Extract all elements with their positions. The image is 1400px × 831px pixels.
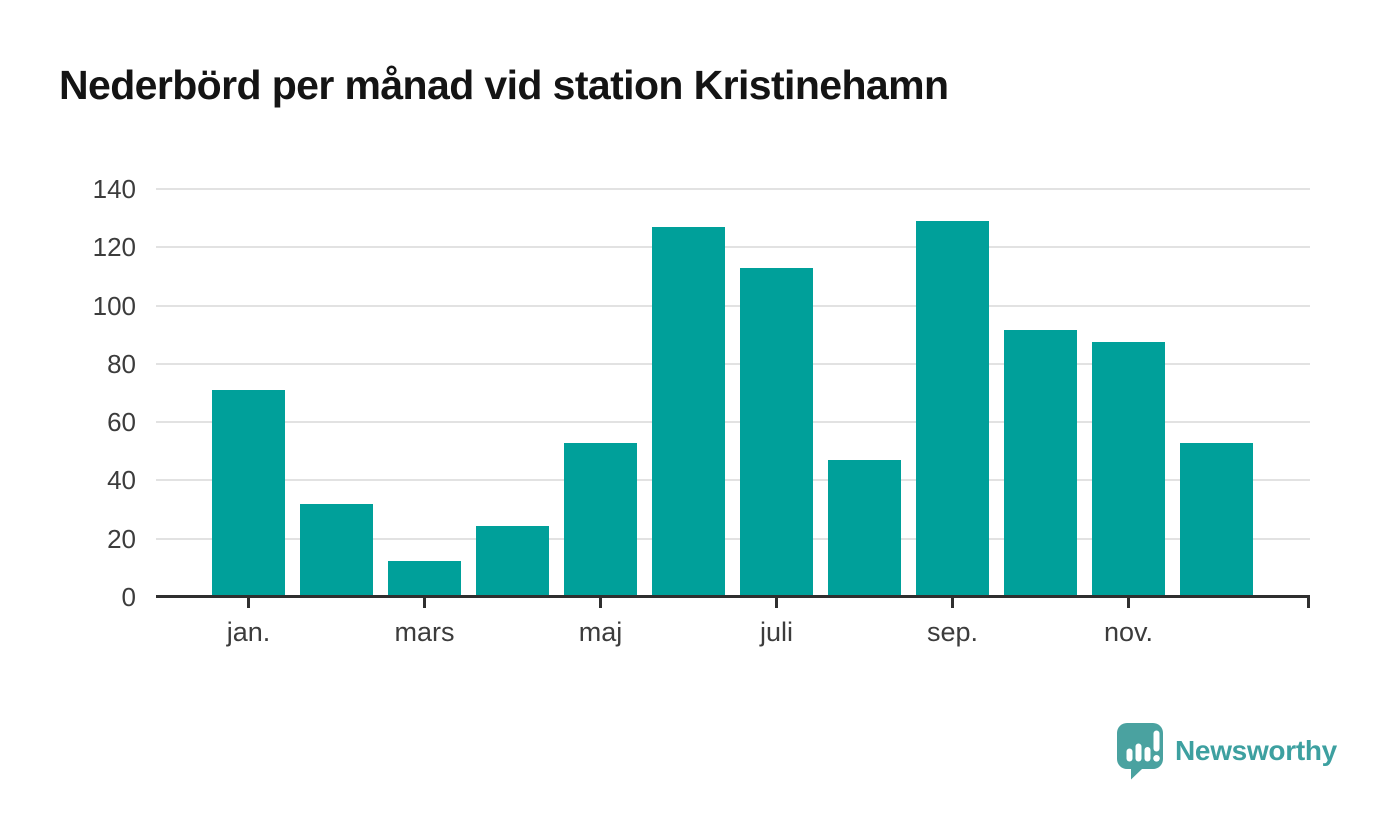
y-tick-label-60: 60	[107, 407, 136, 438]
gridline-y-140	[156, 188, 1310, 190]
chart-title: Nederbörd per månad vid station Kristine…	[59, 62, 949, 108]
x-tick	[951, 598, 954, 608]
x-axis-end-tick	[1306, 598, 1310, 608]
newsworthy-logo: Newsworthy	[1116, 722, 1337, 780]
x-tick-label-nov: nov.	[1103, 617, 1154, 647]
newsworthy-speech-bubble-chart-icon	[1117, 723, 1163, 780]
plot-area	[156, 188, 1310, 608]
bar-feb	[300, 504, 373, 597]
newsworthy-wordmark: Newsworthy	[1175, 735, 1337, 766]
y-tick-label-100: 100	[92, 290, 136, 321]
gridline-y-80	[156, 362, 1310, 365]
gridline-y-60	[156, 421, 1310, 424]
bar-sep	[916, 221, 989, 597]
x-tick-label-jan: jan.	[226, 617, 271, 647]
bar-dec	[1180, 443, 1253, 597]
y-tick-label-20: 20	[107, 523, 136, 554]
x-tick	[599, 598, 602, 608]
x-tick-label-sep: sep.	[926, 617, 979, 647]
bar-jan	[212, 390, 285, 597]
gridline-y-40	[156, 479, 1310, 482]
x-tick	[423, 598, 426, 608]
bar-apr	[476, 526, 549, 597]
gridline-y-100	[156, 304, 1310, 307]
y-tick-label-80: 80	[107, 348, 136, 379]
gridline-y-120	[156, 246, 1310, 249]
x-tick-label-juli: juli	[759, 617, 793, 647]
y-tick-label-140: 140	[92, 174, 136, 204]
bar-juli	[740, 268, 813, 597]
x-tick	[247, 598, 250, 608]
x-tick	[775, 598, 778, 608]
bar-mars	[388, 561, 461, 597]
bar-okt	[1004, 330, 1077, 597]
bar-nov	[1092, 342, 1165, 597]
y-tick-label-0: 0	[121, 582, 136, 612]
y-tick-label-40: 40	[107, 465, 136, 496]
x-tick	[1127, 598, 1130, 608]
y-tick-label-120: 120	[92, 232, 136, 263]
gridline-y-20	[156, 537, 1310, 540]
x-tick-label-maj: maj	[578, 617, 623, 647]
bar-aug	[828, 460, 901, 597]
x-axis-line	[156, 595, 1310, 598]
bar-maj	[564, 443, 637, 597]
bar-juni	[652, 227, 725, 597]
x-tick-label-mars: mars	[394, 617, 455, 647]
